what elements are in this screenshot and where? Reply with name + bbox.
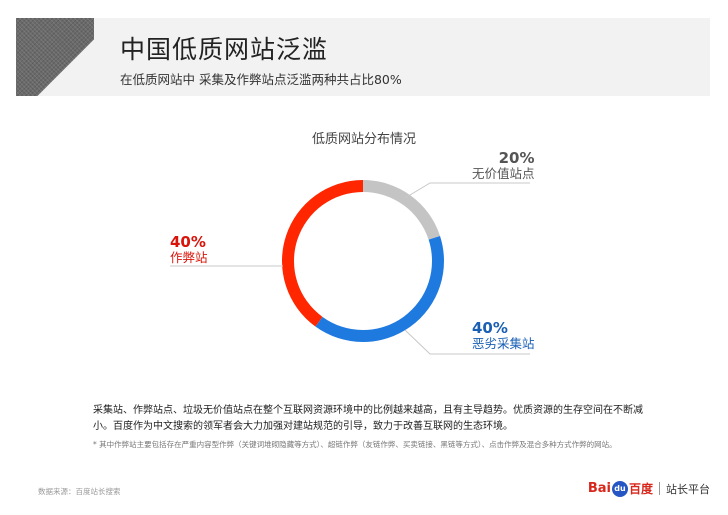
footnote: * 其中作弊站主要包括存在严重内容型作弊（关键词堆砌隐藏等方式）、超链作弊（友链… — [93, 440, 617, 449]
page-subtitle: 在低质网站中 采集及作弊站点泛滥两种共占比80% — [120, 72, 402, 87]
label-gray: 20% 无价值站点 — [472, 149, 535, 182]
paw-icon: du — [611, 480, 628, 497]
logo-bai: Bai — [587, 481, 611, 496]
page-title: 中国低质网站泛滥 — [120, 35, 329, 64]
label-blue: 40% 恶劣采集站 — [472, 319, 535, 352]
slice-label-value: 40% — [170, 233, 206, 251]
label-red: 40% 作弊站 — [170, 233, 208, 266]
description-text: 采集站、作弊站点、垃圾无价值站点在整个互联网资源环境中的比例越来越高，且有主导趋… — [93, 405, 643, 432]
donut-slice — [315, 235, 444, 342]
header-band — [16, 18, 710, 96]
leader-line — [404, 329, 530, 355]
slice-label-value: 20% — [498, 149, 535, 167]
logo-platform: 站长平台 — [666, 482, 710, 496]
header-pattern — [16, 18, 94, 96]
slice-label-value: 40% — [472, 319, 508, 337]
leader-line — [404, 182, 530, 199]
slice-label-name: 恶劣采集站 — [472, 336, 535, 352]
slice-label-name: 无价值站点 — [472, 166, 535, 182]
logo-du: 百度 — [628, 482, 653, 496]
slice-label-name: 作弊站 — [170, 250, 208, 266]
chart-title: 低质网站分布情况 — [311, 132, 416, 147]
donut-slice — [282, 180, 363, 327]
logo-divider — [659, 482, 660, 495]
data-source: 数据来源：百度站长搜索 — [38, 487, 121, 496]
donut-slice — [363, 180, 441, 240]
baidu-logo: Bai du 百度 站长平台 — [588, 480, 710, 497]
